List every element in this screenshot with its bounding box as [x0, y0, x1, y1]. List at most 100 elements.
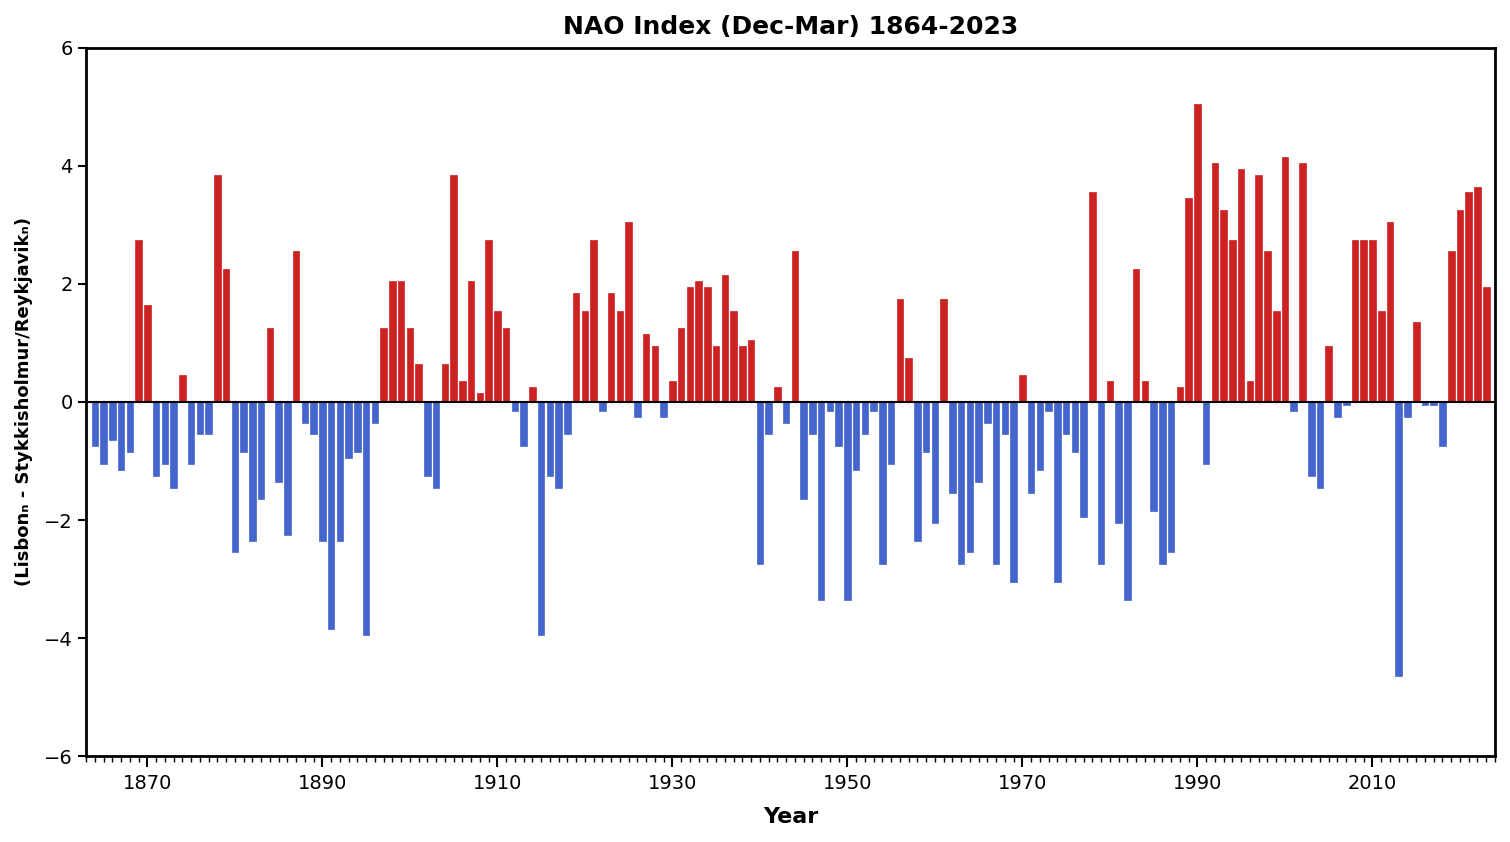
X-axis label: Year: Year [763, 807, 818, 827]
Bar [1386, 222, 1394, 402]
Bar [1203, 402, 1210, 464]
Bar [1430, 402, 1438, 405]
Bar [337, 402, 343, 541]
Bar [966, 402, 974, 552]
Bar [738, 346, 746, 402]
Bar [503, 328, 509, 402]
Bar [775, 387, 781, 402]
Bar [826, 402, 834, 411]
Bar [862, 402, 868, 434]
Bar [1291, 402, 1297, 411]
Bar [346, 402, 352, 458]
Bar [616, 311, 624, 402]
Bar [1123, 402, 1131, 600]
Bar [450, 175, 458, 402]
Bar [932, 402, 938, 523]
Bar [1107, 381, 1113, 402]
Bar [835, 402, 843, 446]
Bar [92, 402, 98, 446]
Bar [1063, 402, 1069, 434]
Bar [643, 334, 649, 402]
Bar [941, 299, 947, 402]
Bar [1001, 402, 1009, 434]
Bar [914, 402, 921, 541]
Bar [1448, 252, 1454, 402]
Bar [809, 402, 815, 434]
Bar [143, 305, 151, 402]
Bar [1045, 402, 1052, 411]
Bar [1273, 311, 1279, 402]
Bar [249, 402, 255, 541]
Bar [791, 252, 799, 402]
Bar [205, 402, 211, 434]
Bar [1255, 175, 1262, 402]
Bar [985, 402, 991, 423]
Bar [196, 402, 204, 434]
Bar [109, 402, 116, 440]
Bar [441, 364, 448, 402]
Bar [353, 402, 361, 452]
Bar [1238, 169, 1244, 402]
Bar [319, 402, 326, 541]
Bar [1404, 402, 1410, 417]
Bar [424, 402, 430, 476]
Bar [1037, 402, 1043, 470]
Bar [258, 402, 264, 499]
Bar [1151, 402, 1157, 511]
Bar [625, 222, 631, 402]
Bar [1220, 210, 1228, 402]
Bar [494, 311, 501, 402]
Bar [162, 402, 168, 464]
Bar [1457, 210, 1463, 402]
Bar [1395, 402, 1401, 676]
Bar [818, 402, 824, 600]
Bar [1142, 381, 1148, 402]
Bar [328, 402, 334, 629]
Bar [1474, 187, 1481, 402]
Bar [1299, 163, 1306, 402]
Bar [599, 402, 606, 411]
Bar [722, 275, 728, 402]
Bar [713, 346, 719, 402]
Bar [652, 346, 658, 402]
Bar [1308, 402, 1315, 476]
Bar [390, 281, 396, 402]
Bar [660, 402, 667, 417]
Bar [1439, 402, 1445, 446]
Bar [528, 387, 536, 402]
Bar [879, 402, 886, 564]
Bar [800, 402, 806, 499]
Bar [231, 402, 239, 552]
Bar [923, 402, 930, 452]
Bar [975, 402, 982, 482]
Bar [187, 402, 195, 464]
Bar [127, 402, 133, 452]
Y-axis label: (Lisbonₙ - Stykkisholmur/Reykjavikₙ): (Lisbonₙ - Stykkisholmur/Reykjavikₙ) [15, 217, 33, 587]
Bar [870, 402, 877, 411]
Bar [853, 402, 859, 470]
Bar [223, 269, 230, 402]
Bar [1211, 163, 1219, 402]
Bar [512, 402, 518, 411]
Bar [371, 402, 378, 423]
Bar [1361, 240, 1367, 402]
Bar [1160, 402, 1166, 564]
Bar [1194, 104, 1200, 402]
Bar [1264, 252, 1271, 402]
Bar [704, 287, 711, 402]
Bar [1335, 402, 1341, 417]
Bar [1010, 402, 1016, 582]
Bar [1028, 402, 1034, 493]
Bar [1422, 402, 1428, 405]
Bar [782, 402, 790, 423]
Bar [275, 402, 282, 482]
Bar [757, 402, 763, 564]
Bar [1351, 240, 1359, 402]
Bar [267, 328, 273, 402]
Bar [669, 381, 675, 402]
Bar [1317, 402, 1323, 488]
Bar [1132, 269, 1140, 402]
Bar [485, 240, 492, 402]
Bar [1483, 287, 1489, 402]
Bar [1098, 402, 1104, 564]
